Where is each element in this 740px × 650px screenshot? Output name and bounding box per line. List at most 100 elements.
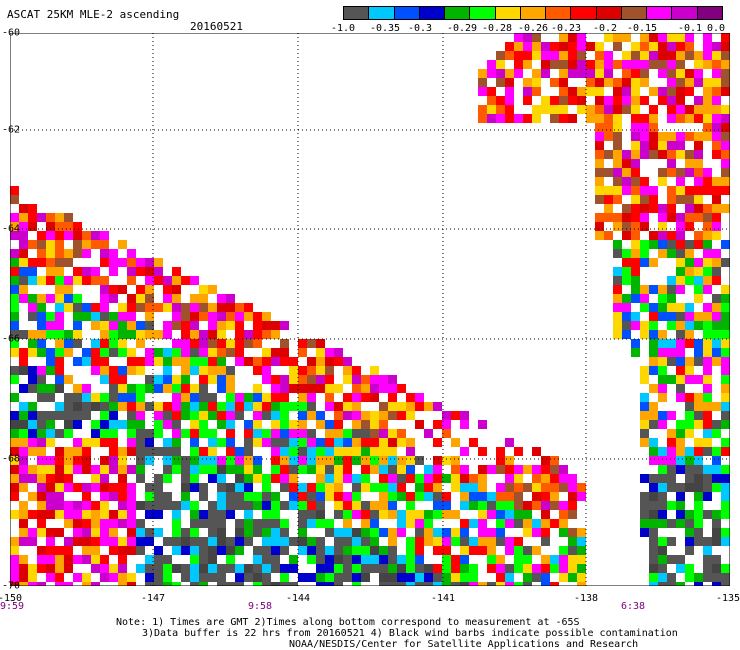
data-cell [397, 474, 406, 483]
data-cell [649, 366, 658, 375]
data-cell [658, 483, 667, 492]
data-cell [613, 321, 622, 330]
data-cell [343, 474, 352, 483]
data-cell [262, 330, 271, 339]
data-cell [55, 429, 64, 438]
data-cell [298, 501, 307, 510]
data-cell [28, 213, 37, 222]
data-cell [271, 393, 280, 402]
data-cell [64, 375, 73, 384]
data-cell [73, 357, 82, 366]
data-cell [523, 564, 532, 573]
data-cell [82, 375, 91, 384]
data-cell [379, 375, 388, 384]
data-cell [442, 555, 451, 564]
data-cell [379, 555, 388, 564]
data-cell [163, 438, 172, 447]
data-cell [325, 366, 334, 375]
data-cell [46, 411, 55, 420]
data-cell [559, 105, 568, 114]
data-cell [676, 357, 685, 366]
data-cell [262, 519, 271, 528]
colorbar-swatch [470, 7, 496, 19]
data-cell [703, 204, 712, 213]
data-cell [190, 483, 199, 492]
data-cell [442, 492, 451, 501]
data-cell [55, 546, 64, 555]
data-cell [406, 537, 415, 546]
data-cell [10, 438, 19, 447]
data-cell [505, 69, 514, 78]
data-cell [172, 582, 181, 586]
data-cell [649, 204, 658, 213]
data-cell [64, 546, 73, 555]
data-cell [172, 357, 181, 366]
data-cell [19, 258, 28, 267]
data-cell [145, 303, 154, 312]
data-cell [271, 465, 280, 474]
data-cell [91, 456, 100, 465]
data-cell [235, 492, 244, 501]
data-cell [640, 438, 649, 447]
colorbar-swatch [445, 7, 471, 19]
data-cell [496, 429, 505, 438]
data-cell [226, 573, 235, 582]
data-cell [496, 528, 505, 537]
data-cell [19, 573, 28, 582]
data-cell [613, 303, 622, 312]
data-cell [631, 195, 640, 204]
data-cell [478, 465, 487, 474]
data-cell [532, 114, 541, 123]
data-cell [19, 240, 28, 249]
data-cell [190, 366, 199, 375]
data-cell [262, 429, 271, 438]
data-cell [478, 582, 487, 586]
data-cell [325, 555, 334, 564]
data-cell [271, 456, 280, 465]
data-cell [370, 537, 379, 546]
data-cell [109, 348, 118, 357]
data-cell [559, 78, 568, 87]
data-cell [532, 87, 541, 96]
data-cell [667, 573, 676, 582]
data-cell [361, 573, 370, 582]
data-cell [91, 276, 100, 285]
data-cell [145, 564, 154, 573]
data-cell [649, 276, 658, 285]
data-cell [361, 474, 370, 483]
data-cell [667, 168, 676, 177]
data-cell [433, 573, 442, 582]
data-cell [298, 420, 307, 429]
data-cell [658, 141, 667, 150]
data-cell [145, 330, 154, 339]
data-cell [361, 465, 370, 474]
data-cell [343, 384, 352, 393]
data-cell [406, 573, 415, 582]
data-cell [343, 492, 352, 501]
data-cell [712, 474, 721, 483]
data-cell [298, 456, 307, 465]
data-cell [604, 96, 613, 105]
data-cell [676, 411, 685, 420]
data-cell [199, 375, 208, 384]
data-cell [550, 573, 559, 582]
data-cell [271, 474, 280, 483]
data-cell [163, 465, 172, 474]
data-cell [433, 420, 442, 429]
data-cell [676, 519, 685, 528]
data-cell [100, 249, 109, 258]
data-cell [163, 303, 172, 312]
data-cell [523, 492, 532, 501]
data-cell [577, 474, 586, 483]
swath-map [10, 33, 730, 586]
data-cell [145, 366, 154, 375]
data-cell [721, 60, 730, 69]
data-cell [694, 411, 703, 420]
data-cell [181, 393, 190, 402]
data-cell [694, 195, 703, 204]
data-cell [613, 294, 622, 303]
data-cell [217, 465, 226, 474]
data-cell [667, 438, 676, 447]
data-cell [631, 348, 640, 357]
data-cell [676, 528, 685, 537]
